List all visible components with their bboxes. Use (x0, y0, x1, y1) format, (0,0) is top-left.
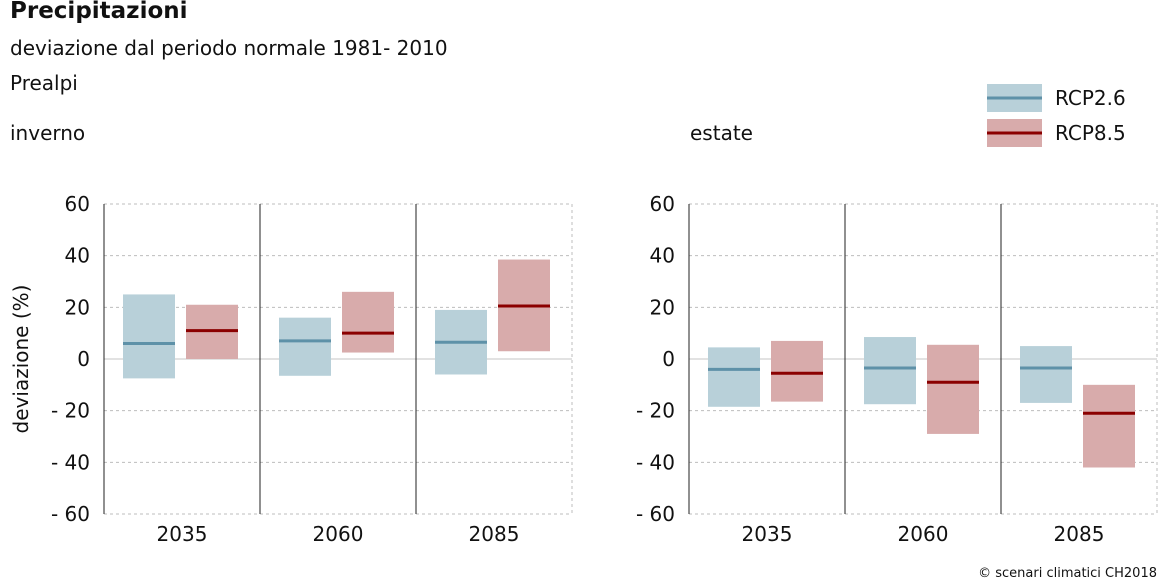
y-tick-label: - 40 (51, 450, 90, 474)
legend-label-rcp85: RCP8.5 (1055, 121, 1126, 145)
y-tick-label: 20 (650, 295, 675, 319)
range-bar-rcp26 (123, 294, 175, 379)
x-tick-label: 2035 (157, 522, 208, 546)
range-bar-rcp85 (1083, 384, 1135, 468)
x-tick-label: 2085 (469, 522, 520, 546)
y-tick-label: 0 (662, 347, 675, 371)
y-axis-title: deviazione (%) (9, 285, 33, 434)
x-tick-label: 2035 (742, 522, 793, 546)
x-tick-label: 2060 (313, 522, 364, 546)
range-bar-rcp85 (927, 344, 979, 434)
legend: RCP2.6 RCP8.5 (987, 84, 1126, 147)
range-bar-rcp85 (342, 291, 394, 353)
copyright-note: © scenari climatici CH2018 (978, 566, 1157, 581)
y-tick-label: 40 (65, 244, 90, 268)
y-tick-label: 40 (650, 244, 675, 268)
panel-estate: 60 40 20 0 - 20 - 40 - 60 2035 2060 2085 (636, 192, 1158, 546)
x-tick-label: 2085 (1054, 522, 1105, 546)
legend-label-rcp26: RCP2.6 (1055, 86, 1126, 110)
y-tick-label: 20 (65, 295, 90, 319)
y-tick-label: - 60 (51, 502, 90, 526)
x-tick-label: 2060 (898, 522, 949, 546)
y-tick-label: - 60 (636, 502, 675, 526)
range-bar-rcp26 (1020, 346, 1072, 403)
range-bar-rcp85 (771, 340, 823, 402)
range-bar-rcp26 (708, 347, 760, 407)
panel-inverno: 60 40 20 0 - 20 - 40 - 60 2035 2060 2085 (51, 192, 573, 546)
y-tick-label: 60 (650, 192, 675, 216)
chart-subtitle: deviazione dal periodo normale 1981- 201… (10, 36, 448, 60)
chart-title: Precipitazioni (10, 0, 188, 24)
y-tick-label: - 20 (636, 399, 675, 423)
panel-label-summer: estate (690, 121, 753, 145)
range-bar-rcp26 (864, 337, 916, 405)
range-bar-rcp26 (279, 317, 331, 376)
y-tick-label: - 20 (51, 399, 90, 423)
region-label: Prealpi (10, 71, 78, 95)
panel-label-winter: inverno (10, 121, 86, 145)
y-tick-label: 60 (65, 192, 90, 216)
y-tick-label: 0 (77, 347, 90, 371)
y-tick-label: - 40 (636, 450, 675, 474)
